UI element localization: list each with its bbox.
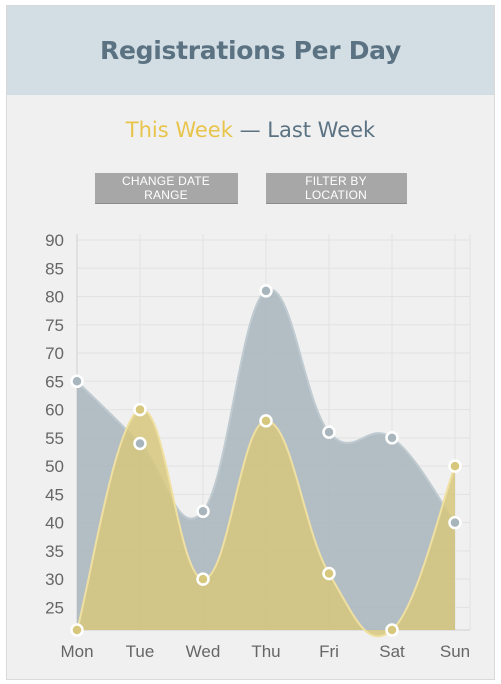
x-tick-label: Sun: [440, 642, 470, 661]
y-tick-label: 55: [45, 429, 64, 448]
y-tick-label: 45: [45, 485, 64, 504]
last-week-point: [70, 374, 84, 389]
this-week-point: [196, 572, 210, 586]
y-tick-label: 80: [45, 288, 64, 307]
x-tick-label: Mon: [60, 642, 93, 661]
last-week-point: [259, 284, 273, 298]
legend-this-week: This Week: [125, 118, 233, 142]
this-week-point: [385, 623, 399, 637]
last-week-point: [196, 504, 210, 519]
last-week-point: [322, 425, 336, 439]
this-week-point: [322, 566, 336, 581]
x-tick-label: Sat: [379, 642, 405, 661]
last-week-point: [133, 436, 147, 451]
this-week-point: [133, 402, 147, 417]
last-week-point: [385, 431, 399, 445]
y-tick-label: 35: [45, 542, 64, 561]
y-tick-label: 25: [45, 598, 64, 617]
legend-last-week: Last Week: [267, 118, 376, 142]
y-tick-label: 65: [45, 372, 64, 391]
y-tick-label: 75: [45, 316, 64, 335]
x-tick-label: Fri: [319, 642, 339, 661]
y-tick-label: 50: [45, 457, 64, 476]
y-tick-label: 60: [45, 401, 64, 420]
x-tick-label: Thu: [251, 642, 280, 661]
this-week-point: [259, 414, 273, 428]
chart-controls: CHANGE DATE RANGE FILTER BY LOCATION: [7, 173, 494, 203]
y-tick-label: 30: [45, 570, 64, 589]
card-header: Registrations Per Day: [7, 6, 494, 95]
chart-title: Registrations Per Day: [100, 36, 401, 65]
x-tick-label: Tue: [126, 642, 155, 661]
y-tick-label: 90: [45, 231, 64, 250]
this-week-area: [77, 409, 455, 637]
this-week-point: [70, 623, 84, 637]
chart-legend: This Week — Last Week: [7, 118, 494, 142]
filter-by-location-button[interactable]: FILTER BY LOCATION: [265, 173, 407, 203]
x-tick-label: Wed: [186, 642, 221, 661]
change-date-range-button[interactable]: CHANGE DATE RANGE: [94, 173, 238, 203]
last-week-point: [448, 515, 462, 530]
y-tick-label: 40: [45, 514, 64, 533]
y-tick-label: 70: [45, 344, 64, 363]
y-tick-label: 85: [45, 259, 64, 278]
legend-separator: —: [239, 118, 261, 142]
this-week-point: [448, 459, 462, 473]
